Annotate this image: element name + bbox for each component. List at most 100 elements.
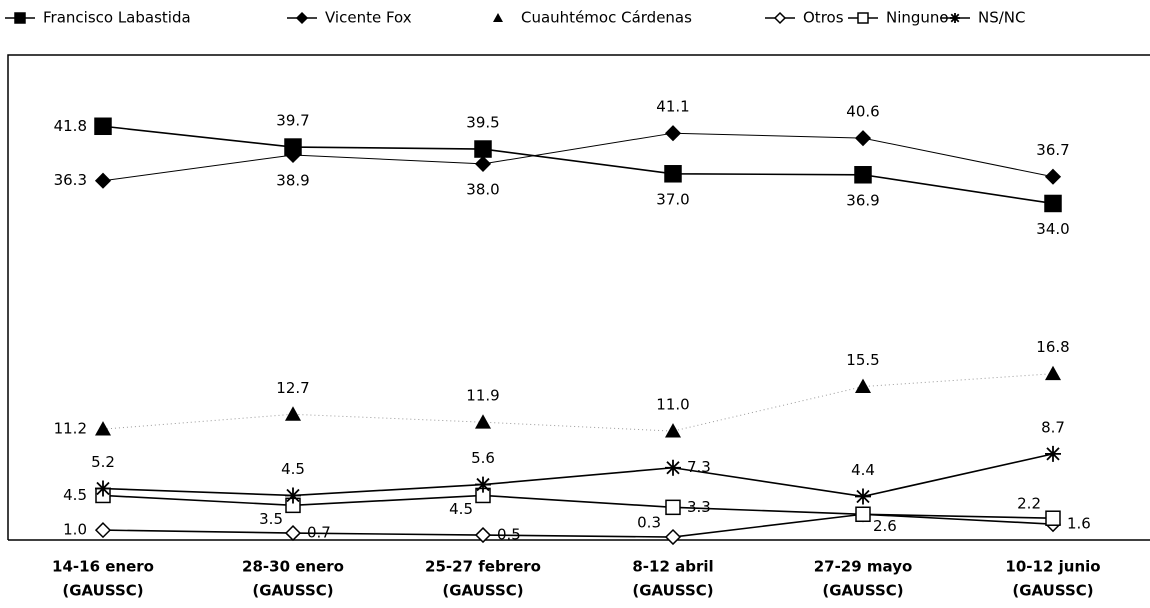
marker	[1045, 510, 1061, 526]
marker	[94, 522, 112, 539]
marker	[1044, 194, 1062, 213]
legend-label: Francisco Labastida	[43, 9, 191, 27]
x-tick-label: 25-27 febrero	[425, 558, 541, 576]
marker	[855, 488, 871, 505]
x-tick-sublabel: (GAUSSC)	[632, 582, 713, 600]
series-line	[102, 125, 1054, 205]
legend-marker	[295, 11, 309, 25]
legend-item: Vicente Fox	[287, 9, 412, 27]
data-label: 36.7	[1036, 141, 1069, 159]
legend-item: Otros	[765, 9, 844, 27]
marker	[474, 526, 492, 544]
marker	[665, 459, 681, 476]
legend-label: NS/NC	[978, 9, 1026, 27]
marker	[664, 165, 682, 183]
marker	[474, 155, 492, 172]
legend-label: Cuauhtémoc Cárdenas	[521, 9, 692, 27]
data-label: 36.3	[54, 171, 87, 189]
marker	[1044, 168, 1062, 185]
marker	[95, 480, 111, 497]
marker	[285, 487, 301, 504]
data-label: 2.6	[873, 517, 897, 535]
data-label: 0.3	[637, 514, 661, 532]
marker	[665, 499, 681, 516]
legend-marker	[773, 11, 787, 25]
legend-marker	[950, 13, 960, 23]
marker	[854, 166, 872, 184]
data-label: 12.7	[276, 379, 309, 397]
data-label: 5.2	[91, 453, 115, 471]
series-line	[102, 513, 1054, 538]
data-label: 0.7	[307, 524, 331, 542]
data-label: 5.6	[471, 449, 495, 467]
x-tick-sublabel: (GAUSSC)	[62, 582, 143, 600]
data-label: 1.6	[1067, 515, 1091, 533]
marker	[664, 125, 682, 142]
data-label: 15.5	[846, 351, 879, 369]
data-label: 38.0	[466, 180, 499, 198]
data-label: 41.1	[656, 98, 689, 116]
data-label: 7.3	[687, 458, 711, 476]
data-label: 16.8	[1036, 338, 1069, 356]
legend-item: NS/NC	[940, 9, 1026, 27]
marker	[285, 406, 301, 421]
data-label: 3.5	[259, 510, 283, 528]
x-tick-sublabel: (GAUSSC)	[252, 582, 333, 600]
legend-item: Francisco Labastida	[5, 9, 191, 27]
marker	[854, 130, 872, 147]
data-label: 2.2	[1017, 495, 1041, 513]
data-label: 4.5	[449, 500, 473, 518]
data-label: 41.8	[54, 117, 87, 135]
marker	[95, 421, 111, 436]
x-tick-sublabel: (GAUSSC)	[442, 582, 523, 600]
data-label: 0.5	[497, 526, 521, 544]
data-label: 3.3	[687, 498, 711, 516]
data-label: 39.7	[276, 112, 309, 130]
data-label: 11.0	[656, 396, 689, 414]
series-line	[102, 494, 1054, 520]
marker	[1045, 445, 1061, 462]
legend-label: Otros	[803, 9, 844, 27]
data-label: 4.5	[63, 486, 87, 504]
data-label: 38.9	[276, 171, 309, 189]
marker	[664, 528, 682, 546]
series-line	[102, 373, 1054, 432]
x-tick-sublabel: (GAUSSC)	[1012, 582, 1093, 600]
data-label: 4.4	[851, 461, 875, 479]
data-label: 37.0	[656, 190, 689, 208]
data-label: 40.6	[846, 103, 879, 121]
legend-item: Cuauhtémoc Cárdenas	[493, 9, 692, 27]
data-label: 1.0	[63, 521, 87, 539]
data-label: 36.9	[846, 191, 879, 209]
marker	[475, 476, 491, 493]
legend-label: Ninguno	[886, 9, 949, 27]
x-tick-label: 27-29 mayo	[814, 558, 913, 576]
data-label: 8.7	[1041, 418, 1065, 436]
marker	[284, 146, 302, 164]
legend-label: Vicente Fox	[325, 9, 412, 27]
marker	[475, 414, 491, 429]
plot-frame	[7, 54, 1150, 540]
x-tick-sublabel: (GAUSSC)	[822, 582, 903, 600]
data-label: 34.0	[1036, 220, 1069, 238]
x-tick-label: 28-30 enero	[242, 558, 344, 576]
legend-marker	[14, 12, 26, 24]
data-label: 11.2	[54, 420, 87, 438]
series-line	[102, 453, 1054, 498]
marker	[474, 140, 492, 158]
x-tick-label: 10-12 junio	[1005, 558, 1100, 576]
marker	[94, 117, 112, 136]
legend-item: Ninguno	[848, 9, 949, 27]
marker	[94, 172, 112, 189]
marker	[1045, 365, 1061, 381]
data-label: 4.5	[281, 460, 305, 478]
marker	[284, 525, 302, 542]
marker	[665, 423, 681, 438]
data-label: 39.5	[466, 114, 499, 132]
legend-marker	[857, 12, 869, 24]
marker	[855, 506, 871, 523]
data-label: 11.9	[466, 387, 499, 405]
legend-marker	[493, 13, 503, 22]
marker	[855, 378, 871, 393]
